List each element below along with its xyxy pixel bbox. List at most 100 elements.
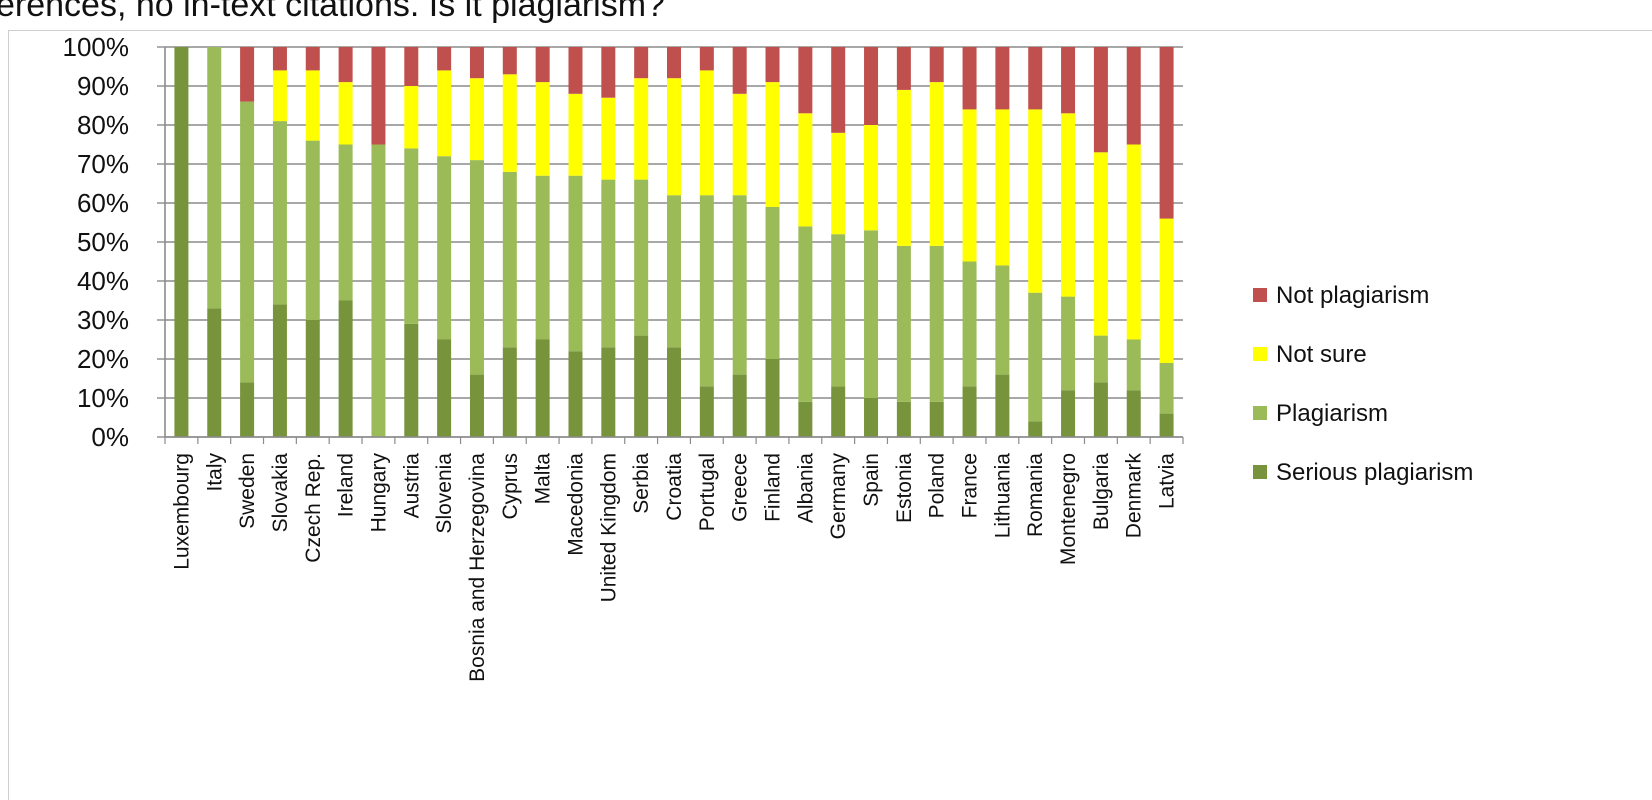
legend-label: Not plagiarism <box>1276 282 1429 309</box>
bar-not-plagiarism <box>765 47 780 83</box>
bar-not-sure <box>765 82 780 207</box>
x-tick-label: Spain <box>860 453 883 507</box>
bar-not-sure <box>502 74 517 172</box>
bar-not-plagiarism <box>667 47 681 79</box>
x-tick-label: Denmark <box>1123 453 1146 539</box>
bar-plagiarism <box>240 101 255 383</box>
x-tick-label: Malta <box>532 453 555 505</box>
bar-not-plagiarism <box>469 47 484 79</box>
y-tick-label: 70% <box>77 149 129 179</box>
bar-serious-plagiarism <box>568 351 583 437</box>
y-tick-label: 10% <box>77 383 129 413</box>
bar-plagiarism <box>1061 296 1076 391</box>
bar-group-estonia <box>896 47 911 437</box>
bar-plagiarism <box>765 206 780 359</box>
legend-label: Serious plagiarism <box>1276 459 1473 486</box>
bar-not-sure <box>699 70 714 196</box>
bar-serious-plagiarism <box>437 339 452 437</box>
bar-not-sure <box>535 82 550 176</box>
bar-not-sure <box>831 132 846 235</box>
bar-serious-plagiarism <box>174 47 189 437</box>
bar-group-slovenia <box>437 47 452 437</box>
bar-serious-plagiarism <box>896 401 911 437</box>
bars <box>174 47 1174 437</box>
legend-item-not-plagiarism: Not plagiarism <box>1253 282 1429 309</box>
bar-serious-plagiarism <box>1028 421 1043 437</box>
bar-not-plagiarism <box>896 47 911 90</box>
bar-not-sure <box>338 82 353 145</box>
bar-group-lithuania <box>995 47 1010 437</box>
bar-plagiarism <box>305 140 320 320</box>
x-tick-label: Albania <box>794 453 817 523</box>
bar-not-sure <box>469 78 484 161</box>
bar-not-plagiarism <box>437 47 452 71</box>
bar-plagiarism <box>568 175 583 352</box>
bar-not-plagiarism <box>929 47 944 83</box>
bar-not-plagiarism <box>601 47 616 98</box>
y-tick-label: 20% <box>77 344 129 374</box>
bar-group-poland <box>929 47 944 437</box>
x-tick-label: France <box>959 453 982 518</box>
bar-not-plagiarism <box>864 47 879 125</box>
bar-serious-plagiarism <box>798 401 813 437</box>
bar-group-czech-rep <box>305 47 320 437</box>
bar-group-malta <box>535 47 550 437</box>
bar-not-sure <box>864 125 879 231</box>
bar-serious-plagiarism <box>535 339 550 437</box>
bar-not-sure <box>1061 113 1076 297</box>
x-tick-label: Czech Rep. <box>302 453 325 563</box>
bar-plagiarism <box>502 171 517 348</box>
frame-top-border <box>8 30 1652 31</box>
legend: Not plagiarism Not sure Plagiarism Serious … <box>1253 282 1473 486</box>
bar-plagiarism <box>437 156 452 340</box>
bar-not-sure <box>962 109 977 262</box>
y-tick-label: 100% <box>63 32 130 62</box>
bar-group-denmark <box>1126 47 1141 437</box>
bar-group-cyprus <box>502 47 517 437</box>
x-tick-label: Slovenia <box>433 453 456 534</box>
bar-plagiarism <box>667 195 681 348</box>
bar-serious-plagiarism <box>1159 413 1174 437</box>
bar-plagiarism <box>338 144 353 301</box>
bar-group-france <box>962 47 977 437</box>
bar-not-plagiarism <box>1093 47 1108 153</box>
bar-not-plagiarism <box>831 47 846 133</box>
bar-not-plagiarism <box>502 47 517 75</box>
bar-not-plagiarism <box>962 47 977 110</box>
x-tick-label: Croatia <box>663 453 686 521</box>
bar-plagiarism <box>1028 292 1043 422</box>
bar-not-sure <box>1159 218 1174 363</box>
bar-serious-plagiarism <box>1061 390 1076 437</box>
page-title: erences, no in-text citations. Is it pla… <box>0 0 665 24</box>
bar-plagiarism <box>864 230 879 398</box>
y-tick-label: 30% <box>77 305 129 335</box>
bar-serious-plagiarism <box>732 374 747 437</box>
bar-serious-plagiarism <box>962 386 977 437</box>
x-tick-label: Serbia <box>630 453 653 514</box>
bar-not-sure <box>404 86 419 149</box>
bar-serious-plagiarism <box>240 382 255 437</box>
x-tick-label: Hungary <box>367 453 390 533</box>
x-tick-label: Ireland <box>335 453 358 517</box>
x-tick-label: Germany <box>827 453 850 540</box>
x-tick-label: United Kingdom <box>597 453 620 602</box>
bar-serious-plagiarism <box>1093 382 1108 437</box>
x-tick-label: Bosnia and Herzegovina <box>466 453 489 682</box>
legend-item-plagiarism: Plagiarism <box>1253 400 1388 427</box>
bar-not-sure <box>667 78 681 196</box>
bar-plagiarism <box>469 160 484 375</box>
bar-group-albania <box>798 47 813 437</box>
bar-plagiarism <box>896 245 911 402</box>
bar-not-sure <box>437 70 452 157</box>
bar-serious-plagiarism <box>929 401 944 437</box>
bar-serious-plagiarism <box>272 304 287 437</box>
bar-serious-plagiarism <box>699 386 714 437</box>
bar-not-plagiarism <box>240 47 255 102</box>
bar-not-sure <box>568 93 583 176</box>
bar-not-plagiarism <box>272 47 287 71</box>
bar-group-croatia <box>667 47 681 437</box>
bar-plagiarism <box>601 179 616 348</box>
bar-serious-plagiarism <box>667 347 681 437</box>
bar-group-germany <box>831 47 846 437</box>
